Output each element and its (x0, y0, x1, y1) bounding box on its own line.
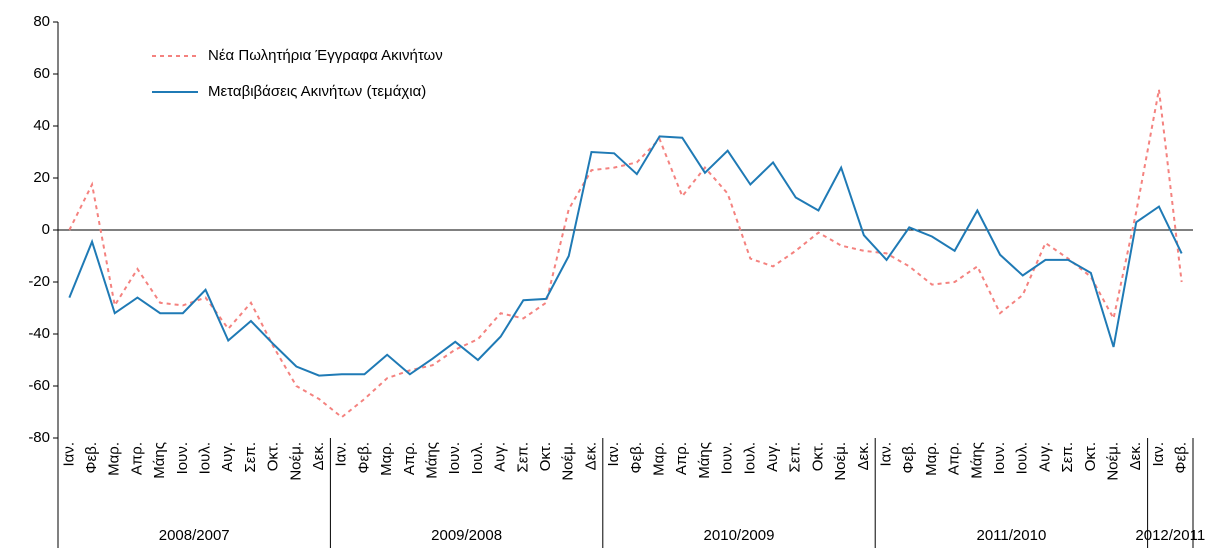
x-tick-label: Φεβ. (900, 442, 917, 473)
x-tick-label: Νοέμ. (832, 442, 849, 481)
x-tick-label: Μαρ. (651, 442, 668, 476)
series-line (68, 89, 1183, 419)
x-tick-label: Ιαν. (60, 442, 77, 467)
series-line (68, 135, 1183, 377)
x-tick-label: Φεβ. (628, 442, 645, 473)
y-tick-label: 20 (33, 169, 50, 186)
group-label: 2010/2009 (704, 527, 775, 544)
x-tick-label: Οκτ. (1082, 442, 1099, 471)
x-tick-label: Απρ. (401, 442, 418, 475)
legend-label: Μεταβιβάσεις Ακινήτων (τεμάχια) (208, 83, 426, 100)
y-tick-label: -40 (28, 325, 50, 342)
x-tick-label: Οκτ. (537, 442, 554, 471)
x-tick-label: Μαρ. (378, 442, 395, 476)
x-tick-label: Ιουλ. (197, 442, 214, 474)
x-tick-label: Ιουν. (446, 442, 463, 474)
x-tick-label: Αυγ. (764, 442, 781, 472)
x-tick-label: Δεκ. (310, 442, 327, 470)
x-tick-label: Αυγ. (1036, 442, 1053, 472)
x-tick-label: Δεκ. (582, 442, 599, 470)
x-tick-label: Σεπ. (787, 442, 804, 472)
x-tick-label: Νοέμ. (1105, 442, 1122, 481)
x-tick-label: Ιουλ. (1014, 442, 1031, 474)
x-tick-label: Αυγ. (492, 442, 509, 472)
x-tick-label: Δεκ. (855, 442, 872, 470)
x-tick-label: Ιουν. (174, 442, 191, 474)
y-tick-label: 0 (42, 221, 50, 238)
y-tick-label: -60 (28, 377, 50, 394)
x-tick-label: Ιαν. (878, 442, 895, 467)
group-label: 2012/2011 (1135, 527, 1205, 544)
x-tick-label: Ιαν. (605, 442, 622, 467)
legend-label: Νέα Πωλητήρια Έγγραφα Ακινήτων (208, 47, 443, 64)
x-tick-label: Μάης (696, 442, 713, 479)
x-tick-label: Ιουλ. (469, 442, 486, 474)
x-tick-label: Δεκ. (1127, 442, 1144, 470)
x-tick-label: Μάης (151, 442, 168, 479)
y-tick-label: -80 (28, 429, 50, 446)
x-tick-label: Οκτ. (809, 442, 826, 471)
x-tick-label: Ιαν. (1150, 442, 1167, 467)
group-label: 2011/2010 (977, 527, 1047, 544)
x-tick-label: Νοέμ. (287, 442, 304, 481)
x-tick-label: Φεβ. (355, 442, 372, 473)
x-tick-label: Φεβ. (1173, 442, 1190, 473)
x-tick-label: Φεβ. (83, 442, 100, 473)
y-tick-label: 60 (33, 65, 50, 82)
x-tick-label: Μαρ. (106, 442, 123, 476)
x-tick-label: Μάης (968, 442, 985, 479)
group-label: 2009/2008 (431, 527, 502, 544)
y-tick-label: 40 (33, 117, 50, 134)
x-tick-label: Σεπ. (242, 442, 259, 472)
x-tick-label: Απρ. (946, 442, 963, 475)
x-tick-label: Απρ. (673, 442, 690, 475)
x-tick-label: Σεπ. (1059, 442, 1076, 472)
x-tick-label: Ιαν. (333, 442, 350, 467)
x-tick-label: Σεπ. (514, 442, 531, 472)
x-tick-label: Μάης (424, 442, 441, 479)
x-tick-label: Νοέμ. (560, 442, 577, 481)
y-tick-label: 80 (33, 13, 50, 30)
y-tick-label: -20 (28, 273, 50, 290)
x-tick-label: Μαρ. (923, 442, 940, 476)
x-tick-label: Ιουλ. (741, 442, 758, 474)
x-tick-label: Αυγ. (219, 442, 236, 472)
x-tick-label: Απρ. (128, 442, 145, 475)
group-label: 2008/2007 (159, 527, 230, 544)
x-tick-label: Οκτ. (265, 442, 282, 471)
x-tick-label: Ιουν. (991, 442, 1008, 474)
x-tick-label: Ιουν. (719, 442, 736, 474)
